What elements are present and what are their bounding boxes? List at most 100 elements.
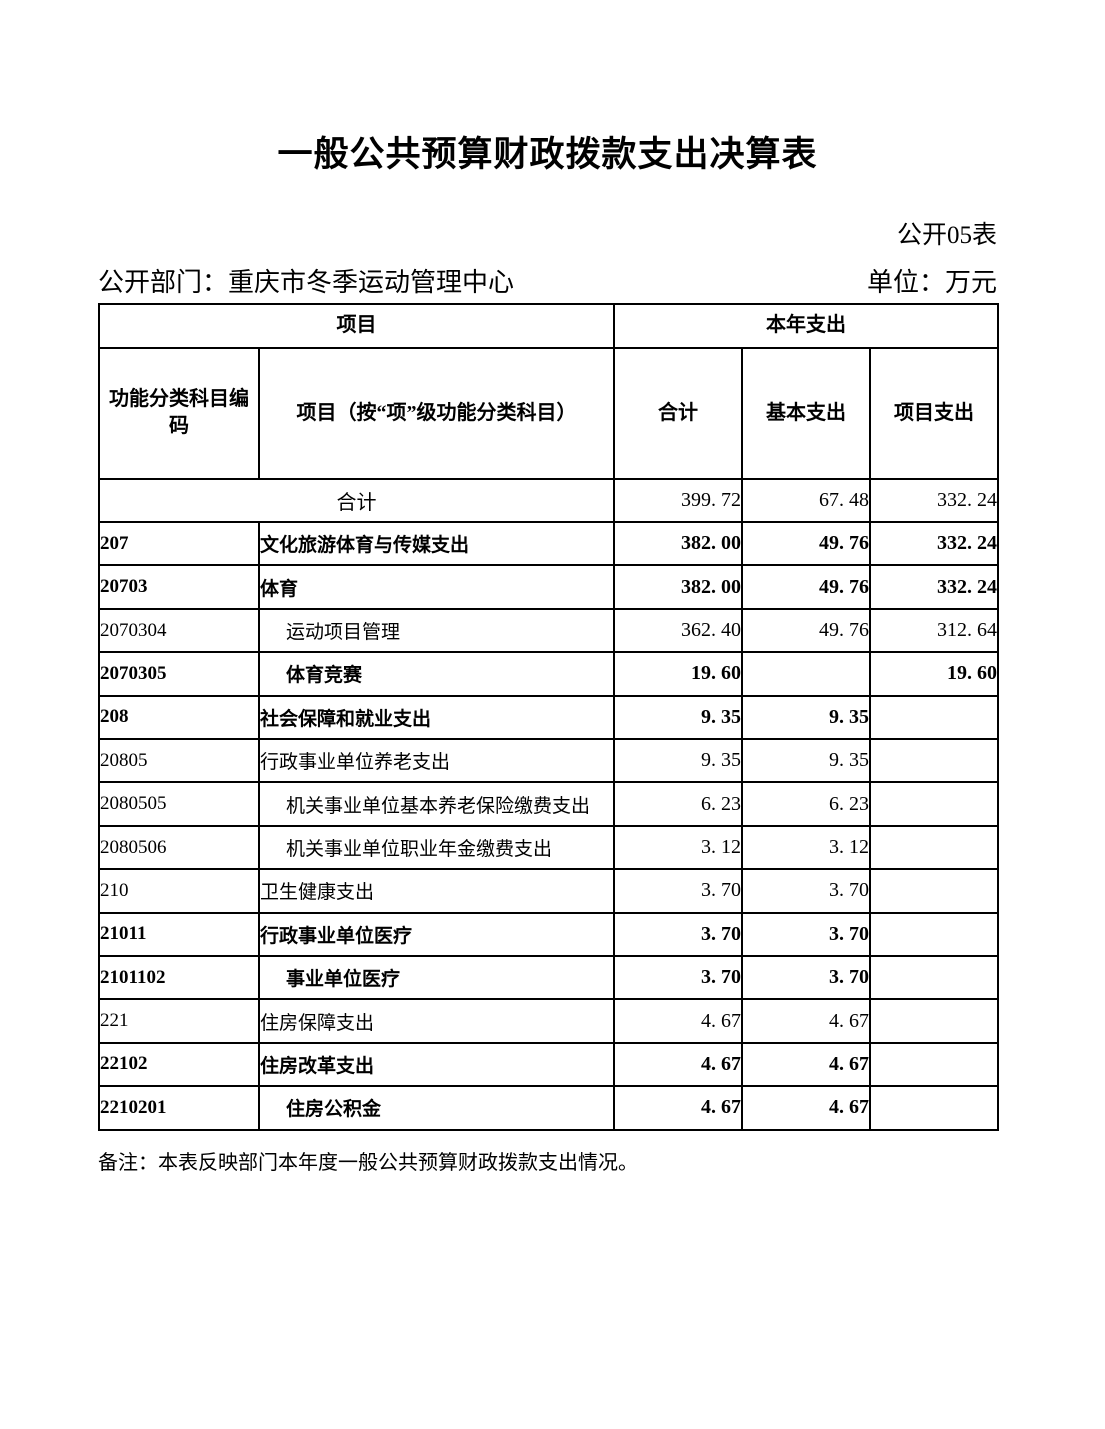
cell-item-name: 行政事业单位养老支出 (258, 738, 615, 784)
unit-line: 单位：万元 (867, 267, 997, 298)
cell-total: 6. 23 (613, 781, 743, 827)
unit-label: 单位： (866, 267, 945, 297)
cell-item-name: 机关事业单位职业年金缴费支出 (258, 824, 615, 871)
table-row: 20805 行政事业单位养老支出 9. 35 9. 35 (98, 738, 1000, 784)
header-function-code: 功能分类科目编码 (98, 346, 260, 480)
cell-function-code: 208 (98, 694, 260, 741)
unit-value: 万元 (944, 267, 997, 297)
cell-project-expenditure: 332. 24 (868, 521, 1000, 567)
header-project-expenditure: 项目支出 (868, 346, 1000, 480)
cell-project-expenditure (868, 911, 1000, 957)
cell-function-code: 20703 (98, 564, 260, 610)
cell-project-expenditure (868, 868, 1000, 914)
cell-function-code: 221 (98, 998, 260, 1044)
cell-item-name: 体育 (258, 564, 615, 610)
cell-project-expenditure (868, 824, 1000, 871)
table-row: 22102 住房改革支出 4. 67 4. 67 (98, 1041, 1000, 1088)
page-title: 一般公共预算财政拨款支出决算表 (277, 135, 818, 174)
department-line: 公开部门：重庆市冬季运动管理中心 (98, 267, 514, 298)
cell-item-name: 合计 (98, 477, 615, 524)
cell-item-name: 文化旅游体育与传媒支出 (258, 521, 615, 567)
table-body: 合计 399. 72 67. 48 332. 24 207 文化旅游体育与传媒支出 382.… (98, 477, 1000, 1131)
cell-basic-expenditure (741, 651, 871, 697)
table-row: 208 社会保障和就业支出 9. 35 9. 35 (98, 694, 1000, 741)
table-row: 合计 399. 72 67. 48 332. 24 (98, 477, 1000, 524)
cell-function-code: 2080505 (98, 781, 260, 827)
table-row: 221 住房保障支出 4. 67 4. 67 (98, 998, 1000, 1044)
cell-basic-expenditure: 4. 67 (741, 998, 871, 1044)
table-row: 21011 行政事业单位医疗 3. 70 3. 70 (98, 911, 1000, 957)
table-header: 项目 本年支出 功能分类科目编码 项目（按“项”级功能分类科目） 合计 基本支出… (98, 302, 1000, 480)
cell-project-expenditure (868, 1041, 1000, 1088)
cell-function-code: 2210201 (98, 1085, 260, 1131)
cell-basic-expenditure: 3. 70 (741, 911, 871, 957)
cell-function-code: 2080506 (98, 824, 260, 871)
cell-total: 4. 67 (613, 998, 743, 1044)
cell-item-name: 机关事业单位基本养老保险缴费支出 (258, 781, 615, 827)
table-row: 2080506 机关事业单位职业年金缴费支出 3. 12 3. 12 (98, 824, 1000, 871)
header-current-year-group: 本年支出 (612, 302, 1000, 349)
cell-project-expenditure (868, 998, 1000, 1044)
cell-project-expenditure (868, 954, 1000, 1001)
table-meta-row: 公开部门：重庆市冬季运动管理中心 单位：万元 (98, 267, 997, 298)
cell-basic-expenditure: 67. 48 (741, 477, 871, 524)
header-total: 合计 (613, 346, 743, 480)
header-group-row: 项目 本年支出 (98, 302, 1000, 349)
cell-function-code: 2070304 (98, 607, 260, 654)
cell-basic-expenditure: 9. 35 (741, 694, 871, 741)
cell-total: 399. 72 (613, 477, 743, 524)
cell-total: 4. 67 (613, 1041, 743, 1088)
cell-item-name: 行政事业单位医疗 (258, 911, 615, 957)
table-row: 2070304 运动项目管理 362. 40 49. 76 312. 64 (98, 607, 1000, 654)
cell-item-name: 体育竞赛 (258, 651, 615, 697)
cell-project-expenditure (868, 694, 1000, 741)
cell-project-expenditure (868, 781, 1000, 827)
cell-basic-expenditure: 9. 35 (741, 738, 871, 784)
cell-function-code: 2101102 (98, 954, 260, 1001)
header-item-name: 项目（按“项”级功能分类科目） (258, 346, 615, 480)
table-row: 2101102 事业单位医疗 3. 70 3. 70 (98, 954, 1000, 1001)
cell-total: 9. 35 (613, 738, 743, 784)
document-content: 一般公共预算财政拨款支出决算表 公开05表 公开部门：重庆市冬季运动管理中心 单… (98, 0, 1000, 1176)
footnote: 备注：本表反映部门本年度一般公共预算财政拨款支出情况。 (98, 1151, 638, 1174)
table-row: 210 卫生健康支出 3. 70 3. 70 (98, 868, 1000, 914)
header-basic-expenditure: 基本支出 (741, 346, 871, 480)
cell-function-code: 21011 (98, 911, 260, 957)
cell-basic-expenditure: 49. 76 (741, 607, 871, 654)
cell-total: 3. 70 (613, 868, 743, 914)
cell-item-name: 社会保障和就业支出 (258, 694, 615, 741)
cell-total: 3. 70 (613, 911, 743, 957)
header-column-row: 功能分类科目编码 项目（按“项”级功能分类科目） 合计 基本支出 项目支出 (98, 346, 1000, 480)
cell-basic-expenditure: 4. 67 (741, 1041, 871, 1088)
cell-total: 382. 00 (613, 564, 743, 610)
header-item-group: 项目 (98, 302, 615, 349)
cell-basic-expenditure: 4. 67 (741, 1085, 871, 1131)
cell-total: 382. 00 (613, 521, 743, 567)
cell-project-expenditure: 19. 60 (868, 651, 1000, 697)
cell-item-name: 住房改革支出 (258, 1041, 615, 1088)
cell-basic-expenditure: 3. 12 (741, 824, 871, 871)
department-value: 重庆市冬季运动管理中心 (228, 267, 515, 297)
cell-item-name: 卫生健康支出 (258, 868, 615, 914)
cell-total: 19. 60 (613, 651, 743, 697)
cell-total: 9. 35 (613, 694, 743, 741)
cell-basic-expenditure: 49. 76 (741, 564, 871, 610)
cell-item-name: 事业单位医疗 (258, 954, 615, 1001)
cell-total: 4. 67 (613, 1085, 743, 1131)
table-row: 2070305 体育竞赛 19. 60 19. 60 (98, 651, 1000, 697)
cell-function-code: 22102 (98, 1041, 260, 1088)
cell-function-code: 207 (98, 521, 260, 567)
cell-project-expenditure: 312. 64 (868, 607, 1000, 654)
cell-project-expenditure: 332. 24 (868, 477, 1000, 524)
cell-basic-expenditure: 3. 70 (741, 954, 871, 1001)
cell-project-expenditure (868, 1085, 1000, 1131)
cell-project-expenditure (868, 738, 1000, 784)
cell-basic-expenditure: 3. 70 (741, 868, 871, 914)
cell-function-code: 210 (98, 868, 260, 914)
cell-item-name: 住房公积金 (258, 1085, 615, 1131)
table-row: 2210201 住房公积金 4. 67 4. 67 (98, 1085, 1000, 1131)
table-row: 20703 体育 382. 00 49. 76 332. 24 (98, 564, 1000, 610)
cell-basic-expenditure: 6. 23 (741, 781, 871, 827)
cell-total: 3. 12 (613, 824, 743, 871)
